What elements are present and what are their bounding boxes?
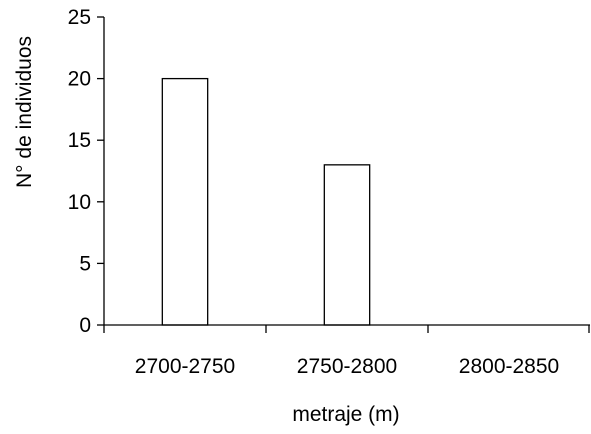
x-category-label: 2700-2750	[135, 355, 235, 378]
bars	[161, 77, 371, 326]
x-axis-category-labels: 2700-2750 2750-2800 2800-2850	[135, 355, 559, 378]
y-tick-label: 5	[79, 252, 91, 275]
y-tick-label: 10	[68, 191, 91, 214]
x-category-label: 2800-2850	[459, 355, 559, 378]
y-axis-ticks	[97, 16, 104, 326]
x-category-label: 2750-2800	[297, 355, 397, 378]
x-axis-title: metraje (m)	[292, 403, 399, 426]
bar-2750-2800	[323, 164, 371, 326]
y-tick-label: 20	[68, 68, 91, 91]
y-axis-tick-labels: 0 5 10 15 20 25	[68, 6, 91, 337]
y-tick-label: 15	[68, 129, 91, 152]
x-axis-ticks	[103, 325, 590, 333]
y-tick-label: 25	[68, 6, 91, 29]
bar-2700-2750	[161, 77, 209, 326]
y-axis-title: N° de individuos	[13, 36, 36, 188]
y-tick-label: 0	[79, 314, 91, 337]
